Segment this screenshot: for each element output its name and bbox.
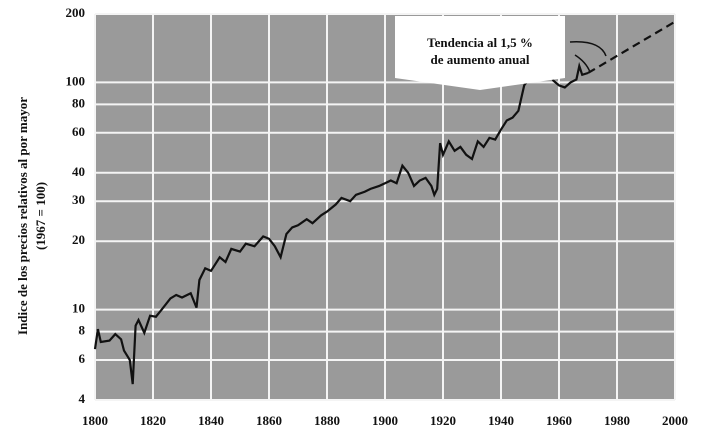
y-tick-label: 10 bbox=[72, 301, 85, 316]
y-tick-label: 200 bbox=[66, 5, 86, 20]
x-tick-label: 1900 bbox=[372, 413, 398, 428]
x-tick-label: 1860 bbox=[256, 413, 282, 428]
y-tick-label: 100 bbox=[66, 73, 86, 88]
annotation-box bbox=[395, 16, 565, 90]
annotation-arrow bbox=[574, 54, 591, 73]
x-tick-label: 1800 bbox=[82, 413, 108, 428]
y-tick-label: 20 bbox=[72, 232, 85, 247]
y-tick-label: 60 bbox=[72, 124, 85, 139]
annotation-text: Tendencia al 1,5 % bbox=[427, 35, 533, 50]
annotation-arrow bbox=[569, 41, 607, 57]
y-tick-label: 30 bbox=[72, 192, 85, 207]
x-tick-label: 1820 bbox=[140, 413, 166, 428]
x-tick-label: 1980 bbox=[604, 413, 630, 428]
y-tick-label: 80 bbox=[72, 95, 85, 110]
line bbox=[587, 20, 676, 74]
y-tick-label: 6 bbox=[79, 351, 86, 366]
x-tick-label: 1920 bbox=[430, 413, 456, 428]
y-axis-sublabel: (1967 = 100) bbox=[33, 182, 48, 250]
y-axis-label: Indice de los precios relativos al por m… bbox=[15, 97, 30, 335]
y-tick-label: 8 bbox=[79, 323, 86, 338]
x-tick-label: 2000 bbox=[662, 413, 688, 428]
x-tick-label: 1940 bbox=[488, 413, 514, 428]
y-tick-label: 4 bbox=[79, 391, 86, 406]
x-tick-label: 1960 bbox=[546, 413, 572, 428]
x-tick-label: 1840 bbox=[198, 413, 224, 428]
line bbox=[93, 61, 589, 385]
x-tick-label: 1880 bbox=[314, 413, 340, 428]
y-tick-label: 40 bbox=[72, 164, 85, 179]
annotation-text: de aumento anual bbox=[431, 52, 530, 67]
